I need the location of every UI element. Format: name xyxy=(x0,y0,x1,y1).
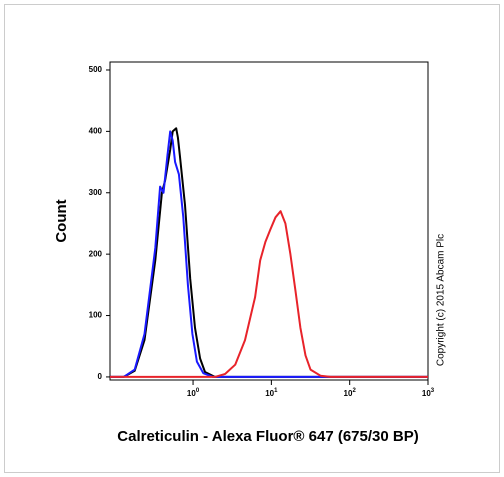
copyright: Copyright (c) 2015 Abcam Plc xyxy=(436,234,447,366)
x-axis-label: Calreticulin - Alexa Fluor® 647 (675/30 … xyxy=(117,428,418,445)
histogram-line xyxy=(110,130,428,378)
x-tick-exponent: 2 xyxy=(352,388,356,394)
x-tick-label: 103 xyxy=(422,388,435,399)
x-tick-label: 100 xyxy=(187,388,200,399)
x-tick-base: 10 xyxy=(344,389,353,398)
y-tick-label: 500 xyxy=(89,65,103,74)
y-tick-label: 100 xyxy=(89,311,103,320)
y-axis-label: Count xyxy=(53,199,70,242)
x-tick-base: 10 xyxy=(265,389,274,398)
histogram-line xyxy=(110,127,428,378)
x-tick-base: 10 xyxy=(422,389,431,398)
y-tick-label: 300 xyxy=(89,188,103,197)
x-tick-base: 10 xyxy=(187,389,196,398)
x-tick-label: 102 xyxy=(344,388,357,399)
histogram-line xyxy=(110,210,428,378)
x-tick-exponent: 3 xyxy=(431,388,435,394)
x-tick-exponent: 0 xyxy=(196,388,200,394)
x-tick-exponent: 1 xyxy=(274,388,278,394)
plot-area xyxy=(109,61,429,381)
y-tick-label: 200 xyxy=(89,249,103,258)
y-tick-label: 400 xyxy=(89,126,103,135)
frame xyxy=(4,4,500,473)
y-tick-label: 0 xyxy=(98,372,103,381)
x-tick-label: 101 xyxy=(265,388,278,399)
